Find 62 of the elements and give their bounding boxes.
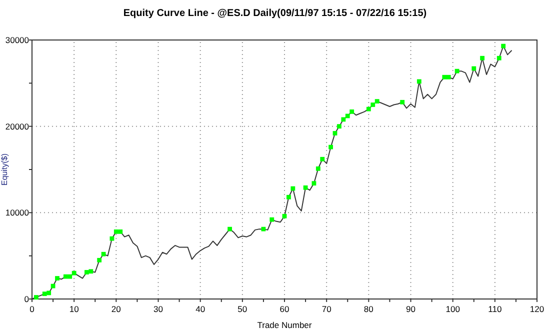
point [312,181,316,186]
point [400,100,405,104]
x-tick-label: 40 [196,304,206,314]
y-tick-label: 0 [24,294,30,304]
x-tick-label: 20 [111,304,122,314]
point [332,131,338,136]
point [290,186,296,191]
point [345,114,350,118]
point [316,166,320,171]
point [34,295,38,300]
point [341,117,346,122]
y-tick-label: 30000 [5,35,30,45]
y-tick-label: 10000 [5,208,30,218]
point [228,226,232,232]
y-tick-label: 20000 [5,121,30,132]
point [270,217,274,222]
x-tick-label: 100 [446,304,460,314]
point [446,74,451,80]
point [286,194,291,200]
x-tick-label: 60 [280,304,290,314]
x-tick-label: 110 [488,304,502,314]
point [68,274,72,279]
x-tick-label: 120 [530,304,544,314]
point [337,124,342,129]
point [46,290,52,296]
x-tick-label: 90 [406,304,416,314]
point [55,276,60,280]
point [496,56,502,60]
point [282,214,287,218]
point [416,79,422,84]
point [42,292,47,296]
y-axis-title: Equity($) [0,153,9,186]
point [97,258,102,262]
point [320,156,325,162]
x-axis-title: Trade Number [257,320,312,330]
point [50,284,56,288]
point [480,56,484,60]
point [350,109,354,114]
point [63,274,68,279]
chart-title: Equity Curve Line - @ES.D Daily(09/11/97 15:15 - 07/22/16 15:15) [123,8,427,19]
point [370,102,376,107]
point [303,185,308,190]
x-tick-label: 10 [69,304,80,314]
point [118,229,123,234]
point [442,74,447,80]
x-tick-label: 30 [154,304,164,314]
x-tick-label: 50 [238,304,248,314]
point [88,269,94,274]
x-tick-label: 80 [364,304,374,314]
point [110,236,114,241]
point [472,66,476,71]
point [101,252,106,256]
point [454,68,460,74]
point [374,99,380,104]
point [328,144,333,150]
point [84,270,89,274]
point [366,106,371,112]
point [114,229,118,234]
x-tick-label: 70 [322,304,332,314]
point [501,44,506,48]
point [261,226,266,232]
point [72,270,76,276]
